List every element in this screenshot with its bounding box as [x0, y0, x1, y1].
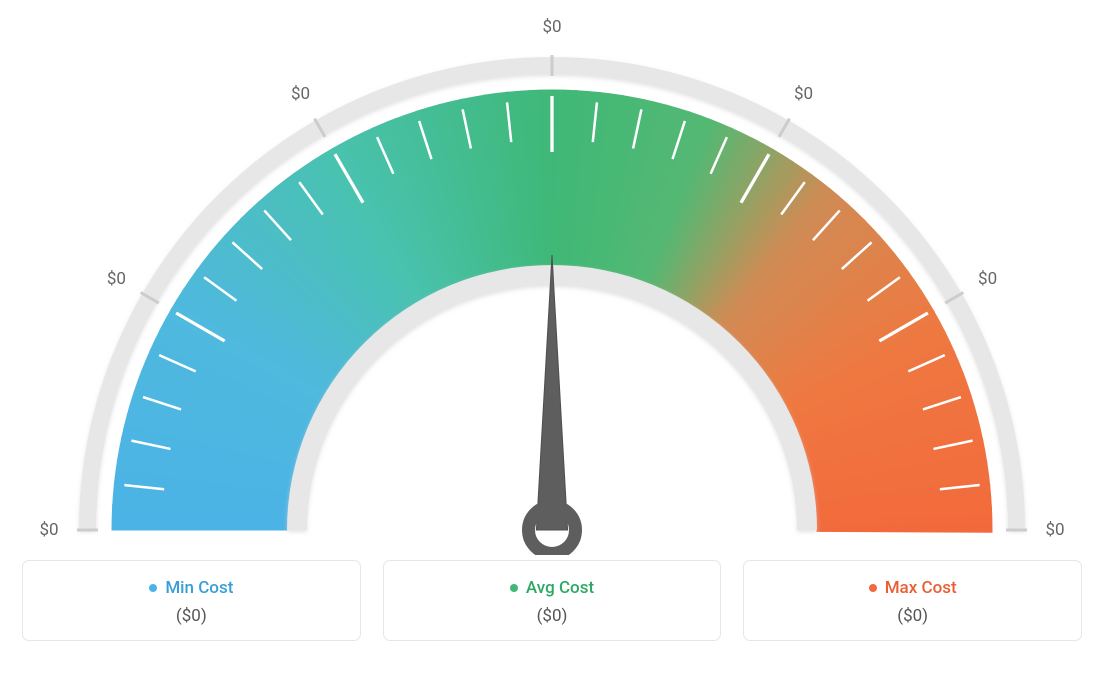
- gauge-tick-label: $0: [542, 17, 561, 37]
- gauge-tick-label: $0: [1045, 520, 1064, 540]
- legend-card-avg: Avg Cost ($0): [383, 560, 722, 641]
- gauge-tick-label: $0: [794, 84, 813, 104]
- gauge-chart-container: $0 $0 $0 $0 $0 $0 $0 Min Cost ($0) Avg Cost ($…: [0, 0, 1104, 690]
- legend-card-min: Min Cost ($0): [22, 560, 361, 641]
- legend-dot-avg: [510, 584, 518, 592]
- legend-title-avg: Avg Cost: [510, 578, 594, 598]
- legend-card-max: Max Cost ($0): [743, 560, 1082, 641]
- gauge-tick-label: $0: [978, 269, 997, 289]
- gauge-tick-label: $0: [107, 269, 126, 289]
- legend-title-max: Max Cost: [869, 578, 957, 598]
- gauge-tick-label: $0: [39, 520, 58, 540]
- gauge-svg: [22, 10, 1082, 555]
- legend-value-max: ($0): [744, 606, 1081, 626]
- gauge-tick-label: $0: [291, 84, 310, 104]
- legend-label-min: Min Cost: [165, 578, 233, 598]
- legend-title-min: Min Cost: [149, 578, 233, 598]
- legend-dot-max: [869, 584, 877, 592]
- legend-label-avg: Avg Cost: [526, 578, 594, 598]
- gauge: $0 $0 $0 $0 $0 $0 $0: [22, 10, 1082, 550]
- legend-label-max: Max Cost: [885, 578, 957, 598]
- legend-value-avg: ($0): [384, 606, 721, 626]
- legend-value-min: ($0): [23, 606, 360, 626]
- legend-dot-min: [149, 584, 157, 592]
- legend-row: Min Cost ($0) Avg Cost ($0) Max Cost ($0…: [22, 560, 1082, 641]
